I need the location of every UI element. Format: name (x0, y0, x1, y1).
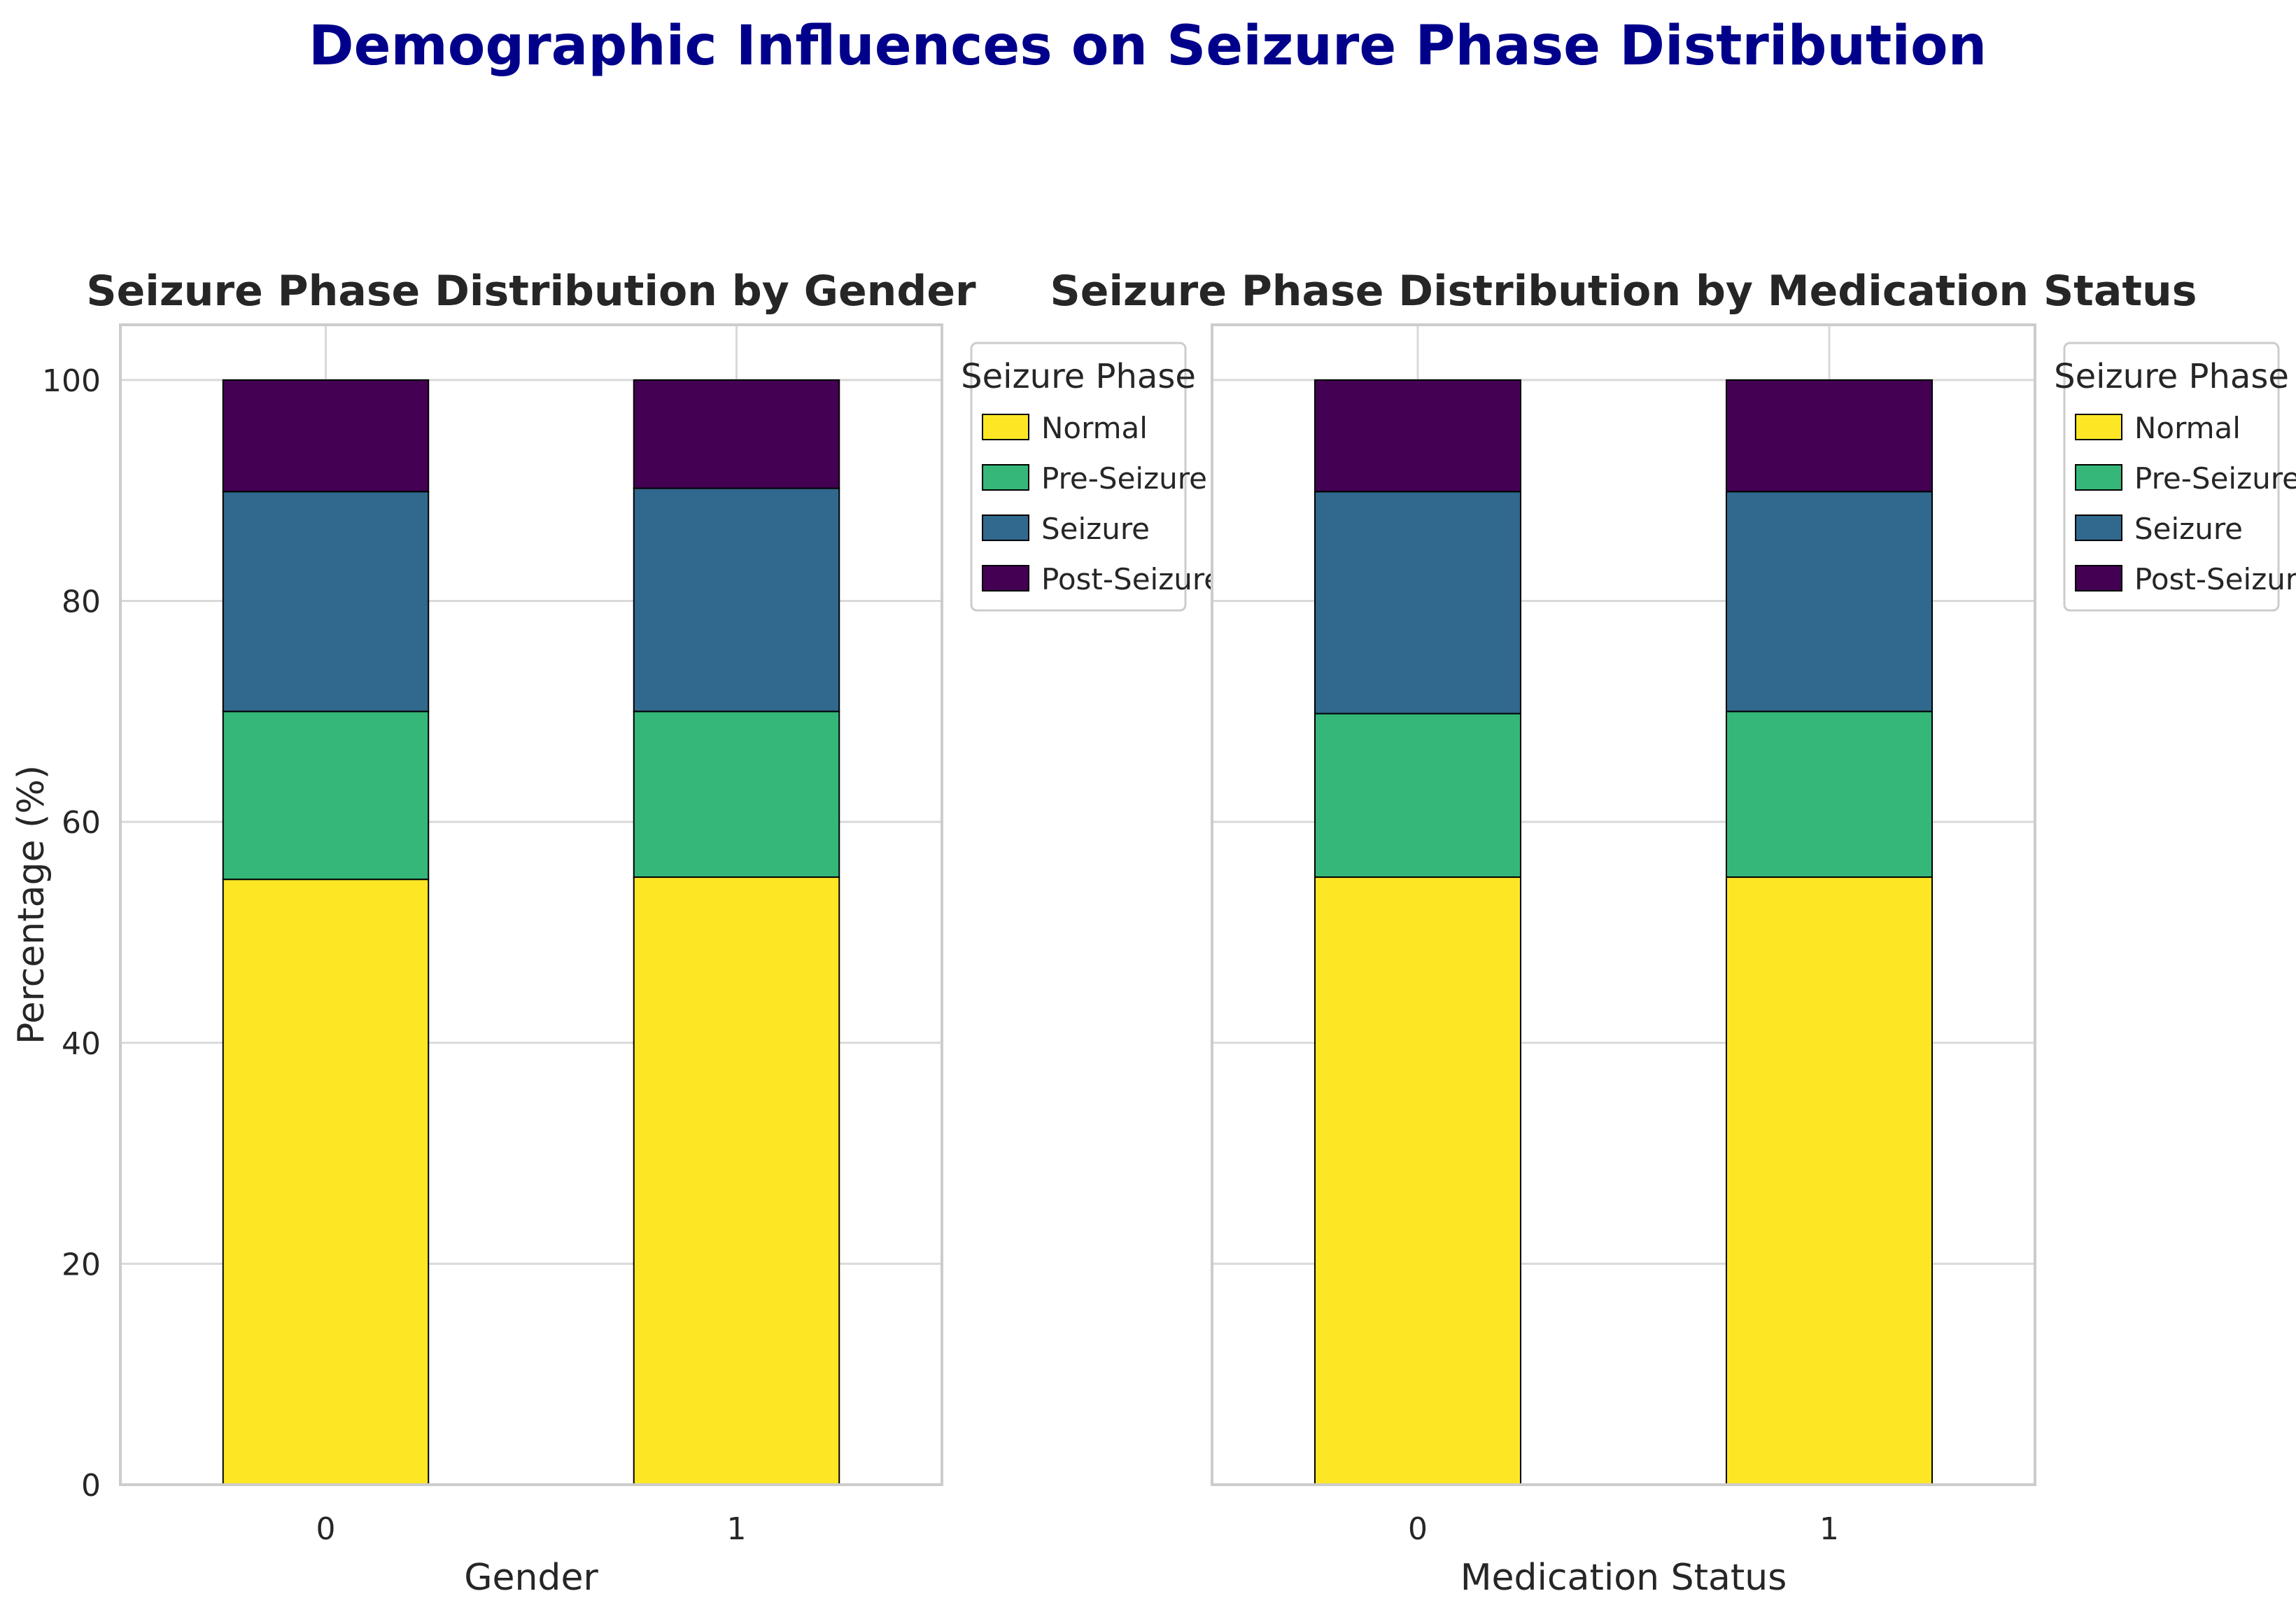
x-tick-label: 1 (727, 1511, 747, 1547)
y-tick-label: 40 (62, 1026, 101, 1062)
legend-swatch-seizure (982, 514, 1029, 541)
legend-label-pre-seizure: Pre-Seizure (2134, 461, 2296, 496)
legend: Seizure Phase Normal Pre-Seizure Seizure Pos… (2054, 342, 2296, 612)
legend-title: Seizure Phase (961, 357, 1196, 396)
panel-title: Seizure Phase Distribution by Medication… (1050, 267, 2197, 316)
legend-box (2063, 342, 2280, 612)
legend-swatch-normal (982, 414, 1029, 440)
y-tick-label: 60 (62, 805, 101, 841)
figure-title: Demographic Influences on Seizure Phase … (309, 15, 1987, 78)
y-tick-label: 0 (81, 1468, 101, 1504)
plot-frame (1211, 323, 2036, 1486)
bar-pre-seizure-0 (222, 710, 430, 881)
bar-normal-0 (222, 878, 430, 1486)
bar-pre-seizure-0 (1314, 713, 1521, 878)
legend-title: Seizure Phase (2054, 357, 2289, 396)
legend-label-seizure: Seizure (1041, 512, 1150, 546)
legend-label-post-seizure: Post-Seizure (2134, 562, 2296, 596)
bar-post-seizure-1 (1726, 379, 1933, 493)
bar-post-seizure-0 (1314, 379, 1521, 493)
bar-pre-seizure-1 (633, 710, 840, 878)
legend-label-normal: Normal (1041, 411, 1148, 445)
x-tick-label: 1 (1819, 1511, 1839, 1547)
plot-frame (119, 323, 943, 1486)
bar-seizure-1 (633, 487, 840, 713)
x-tick-label: 0 (316, 1511, 336, 1547)
y-tick-label: 80 (62, 584, 101, 620)
y-axis-label: Percentage (%) (10, 765, 52, 1044)
bar-seizure-0 (1314, 491, 1521, 715)
chart-panel-2: 0 1 Seizure Phase Distribution by Medicati… (1050, 267, 2296, 1599)
x-tick-label: 0 (1408, 1511, 1428, 1547)
legend-swatch-pre-seizure (982, 464, 1029, 491)
x-axis-label: Gender (464, 1557, 598, 1599)
bar-normal-1 (633, 876, 840, 1485)
legend-swatch-normal (2075, 414, 2122, 440)
legend-label-normal: Normal (2134, 411, 2241, 445)
bar-seizure-0 (222, 491, 430, 713)
legend-swatch-pre-seizure (2075, 464, 2122, 491)
panel-title: Seizure Phase Distribution by Gender (86, 267, 976, 316)
legend-label-seizure: Seizure (2134, 512, 2243, 546)
bar-normal-1 (1726, 876, 1933, 1485)
bar-seizure-1 (1726, 491, 1933, 713)
chart-panel-1: 0 20 40 60 80 100 0 1 Seizure Phase Distribution… (10, 267, 1222, 1599)
legend-swatch-post-seizure (982, 565, 1029, 592)
x-axis-label: Medication Status (1460, 1557, 1787, 1599)
bar-pre-seizure-1 (1726, 710, 1933, 878)
legend-box (970, 342, 1187, 612)
legend-swatch-post-seizure (2075, 565, 2122, 592)
bar-normal-0 (1314, 876, 1521, 1485)
legend: Seizure Phase Normal Pre-Seizure Seizure Pos… (961, 342, 1222, 612)
legend-swatch-seizure (2075, 514, 2122, 541)
y-tick-label: 20 (62, 1247, 101, 1282)
y-tick-label: 100 (42, 363, 101, 399)
bar-post-seizure-0 (222, 379, 430, 493)
legend-label-post-seizure: Post-Seizure (1041, 562, 1222, 596)
chart-panels: 0 20 40 60 80 100 0 1 Seizure Phase Distribution… (10, 267, 2296, 1599)
legend-label-pre-seizure: Pre-Seizure (1041, 461, 1207, 496)
bar-post-seizure-1 (633, 379, 840, 489)
